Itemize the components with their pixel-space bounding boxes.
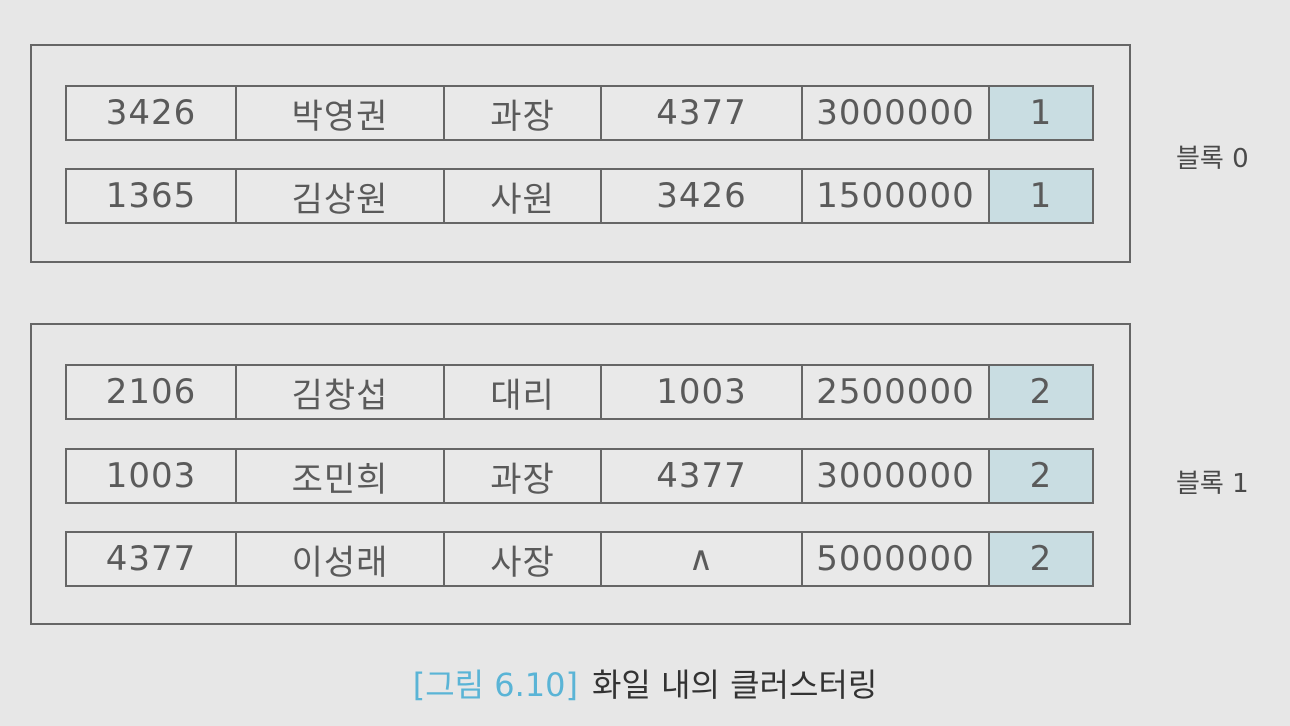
employee-name-cell: 박영권 xyxy=(237,87,445,139)
employee-name-cell: 김창섭 xyxy=(237,366,445,418)
block-1-container: 2106 김창섭 대리 1003 2500000 2 1003 조민희 과장 4… xyxy=(30,323,1131,625)
employee-id-cell: 4377 xyxy=(67,533,237,585)
employee-id-cell: 1365 xyxy=(67,170,237,222)
block-number-cell: 1 xyxy=(990,87,1092,139)
block-0-container: 3426 박영권 과장 4377 3000000 1 1365 김상원 사원 3… xyxy=(30,44,1131,263)
block-number-cell: 2 xyxy=(990,533,1092,585)
salary-cell: 1500000 xyxy=(803,170,990,222)
manager-id-cell: 4377 xyxy=(602,87,803,139)
salary-cell: 3000000 xyxy=(803,87,990,139)
employee-id-cell: 2106 xyxy=(67,366,237,418)
block-1-label: 블록 1 xyxy=(1176,469,1249,499)
record-row: 3426 박영권 과장 4377 3000000 1 xyxy=(65,85,1094,141)
record-row: 4377 이성래 사장 ∧ 5000000 2 xyxy=(65,531,1094,587)
block-0-label: 블록 0 xyxy=(1176,144,1249,174)
salary-cell: 2500000 xyxy=(803,366,990,418)
record-row: 1003 조민희 과장 4377 3000000 2 xyxy=(65,448,1094,504)
position-cell: 사원 xyxy=(445,170,602,222)
employee-id-cell: 3426 xyxy=(67,87,237,139)
salary-cell: 3000000 xyxy=(803,450,990,502)
manager-id-cell: ∧ xyxy=(602,533,803,585)
block-number-cell: 2 xyxy=(990,450,1092,502)
position-cell: 과장 xyxy=(445,450,602,502)
record-row: 1365 김상원 사원 3426 1500000 1 xyxy=(65,168,1094,224)
block-number-cell: 2 xyxy=(990,366,1092,418)
record-row: 2106 김창섭 대리 1003 2500000 2 xyxy=(65,364,1094,420)
salary-cell: 5000000 xyxy=(803,533,990,585)
figure-caption: [그림 6.10] 화일 내의 클러스터링 xyxy=(0,660,1290,706)
manager-id-cell: 1003 xyxy=(602,366,803,418)
employee-id-cell: 1003 xyxy=(67,450,237,502)
employee-name-cell: 이성래 xyxy=(237,533,445,585)
position-cell: 과장 xyxy=(445,87,602,139)
figure-number: [그림 6.10] xyxy=(412,666,578,704)
block-number-cell: 1 xyxy=(990,170,1092,222)
employee-name-cell: 조민희 xyxy=(237,450,445,502)
employee-name-cell: 김상원 xyxy=(237,170,445,222)
manager-id-cell: 4377 xyxy=(602,450,803,502)
manager-id-cell: 3426 xyxy=(602,170,803,222)
position-cell: 대리 xyxy=(445,366,602,418)
position-cell: 사장 xyxy=(445,533,602,585)
figure-title: 화일 내의 클러스터링 xyxy=(591,666,878,704)
